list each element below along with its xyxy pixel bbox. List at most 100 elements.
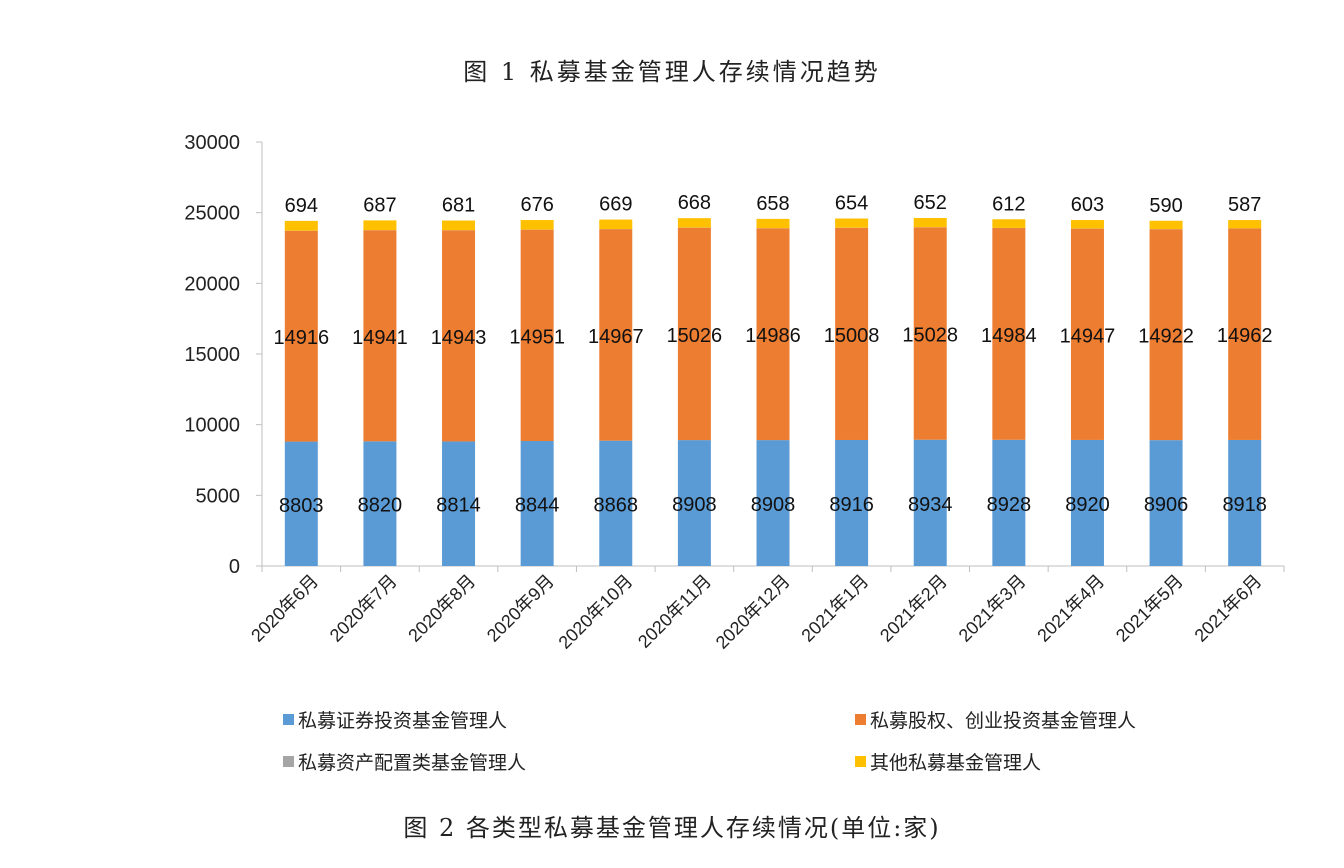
- bar-equity-vc: [284, 230, 318, 442]
- x-tick-label: 2020年8月: [404, 571, 479, 646]
- data-label-securities: 8868: [594, 494, 639, 516]
- data-label-other: 652: [914, 192, 947, 214]
- data-label-securities: 8934: [908, 494, 953, 516]
- data-label-other: 687: [363, 194, 396, 216]
- data-label-other: 681: [442, 195, 475, 217]
- bars-group: [284, 217, 1262, 566]
- data-label-securities: 8820: [358, 495, 403, 517]
- legend-label-equity-vc: 私募股权、创业投资基金管理人: [870, 710, 1137, 732]
- bar-equity-vc: [835, 227, 869, 440]
- data-label-securities: 8916: [829, 494, 874, 516]
- bar-securities: [992, 439, 1026, 566]
- data-label-equity-vc: 14943: [431, 327, 487, 349]
- data-label-equity-vc: 15008: [824, 325, 880, 347]
- legend-label-asset-allocation: 私募资产配置类基金管理人: [298, 752, 527, 774]
- x-tick-label: 2020年12月: [712, 571, 794, 653]
- data-label-equity-vc: 14986: [745, 325, 801, 347]
- y-axis: 0 5000 10000 15000 20000 25000 30000: [184, 132, 263, 578]
- bar-securities: [442, 441, 476, 566]
- bar-equity-vc: [1070, 228, 1104, 440]
- bar-securities: [520, 441, 554, 566]
- data-label-securities: 8928: [987, 494, 1032, 516]
- data-label-equity-vc: 14941: [352, 327, 408, 349]
- bar-other: [1070, 220, 1104, 229]
- data-label-securities: 8918: [1222, 494, 1267, 516]
- bar-securities: [1149, 440, 1183, 566]
- bar-other: [1149, 220, 1183, 230]
- x-tick-label: 2021年3月: [955, 571, 1030, 646]
- bar-equity-vc: [677, 227, 711, 441]
- bar-equity-vc: [442, 230, 476, 442]
- data-label-other: 668: [678, 192, 711, 214]
- bar-other: [1228, 220, 1262, 229]
- legend-item-other: 其他私募基金管理人: [855, 748, 1041, 775]
- data-label-equity-vc: 14967: [588, 326, 644, 348]
- data-label-securities: 8908: [751, 494, 796, 516]
- bar-securities: [599, 440, 633, 566]
- legend-swatch-asset-allocation: [283, 756, 294, 767]
- x-tick-label: 2021年6月: [1191, 571, 1266, 646]
- bar-other: [835, 218, 869, 228]
- data-label-securities: 8920: [1065, 494, 1110, 516]
- data-label-equity-vc: 14962: [1217, 325, 1273, 347]
- data-label-equity-vc: 14951: [509, 326, 565, 348]
- legend-label-securities: 私募证券投资基金管理人: [298, 710, 508, 732]
- bar-securities: [835, 439, 869, 566]
- x-tick-label: 2021年4月: [1033, 571, 1108, 646]
- bar-equity-vc: [599, 229, 633, 441]
- legend-item-asset-allocation: 私募资产配置类基金管理人: [283, 748, 526, 775]
- data-label-securities: 8803: [279, 495, 324, 517]
- bar-other: [992, 219, 1026, 228]
- y-tick-label: 5000: [196, 485, 241, 507]
- data-label-equity-vc: 15026: [667, 325, 723, 347]
- figure-caption-bottom: 图 2 各类型私募基金管理人存续情况(单位:家): [403, 814, 941, 842]
- data-label-other: 603: [1071, 194, 1104, 216]
- legend-item-securities: 私募证券投资基金管理人: [283, 706, 507, 733]
- bar-other: [363, 220, 397, 231]
- bar-equity-vc: [1228, 228, 1262, 440]
- data-label-other: 590: [1149, 195, 1182, 217]
- bar-securities: [913, 439, 947, 566]
- bar-other: [677, 218, 711, 228]
- y-tick-label: 15000: [184, 344, 240, 366]
- y-tick-label: 25000: [184, 203, 240, 225]
- data-label-equity-vc: 14984: [981, 325, 1037, 347]
- bar-securities: [363, 441, 397, 566]
- bar-securities: [1228, 439, 1262, 566]
- figure-caption-top: 图 1 私募基金管理人存续情况趋势: [463, 58, 881, 86]
- bar-equity-vc: [992, 228, 1026, 440]
- bar-equity-vc: [913, 227, 947, 440]
- bar-other: [756, 218, 790, 229]
- data-label-equity-vc: 14916: [273, 327, 329, 349]
- data-label-other: 654: [835, 193, 868, 215]
- data-label-other: 676: [520, 194, 553, 216]
- data-label-other: 587: [1228, 194, 1261, 216]
- x-tick-label: 2021年1月: [797, 571, 872, 646]
- legend-swatch-other: [855, 756, 866, 767]
- data-label-other: 658: [756, 193, 789, 215]
- x-tick-label: 2021年2月: [876, 571, 951, 646]
- bar-securities: [756, 440, 790, 566]
- bar-equity-vc: [1149, 229, 1183, 441]
- bar-equity-vc: [363, 230, 397, 442]
- bar-equity-vc: [756, 228, 790, 441]
- x-tick-label: 2020年10月: [555, 571, 637, 653]
- y-tick-label: 0: [229, 556, 240, 578]
- legend-item-equity-vc: 私募股权、创业投资基金管理人: [855, 706, 1136, 733]
- y-tick-label: 30000: [184, 132, 240, 154]
- x-tick-label: 2020年9月: [483, 571, 558, 646]
- x-tick-label: 2020年11月: [634, 571, 715, 652]
- data-label-other: 612: [992, 193, 1025, 215]
- y-tick-label: 20000: [184, 273, 240, 295]
- bar-securities: [677, 440, 711, 566]
- bar-other: [520, 220, 554, 230]
- data-label-equity-vc: 15028: [902, 325, 958, 347]
- data-label-equity-vc: 14947: [1060, 325, 1116, 347]
- x-axis: 2020年6月 2020年7月 2020年8月 2020年9月2020年10月2020…: [247, 565, 1285, 653]
- bar-other: [599, 219, 633, 230]
- bar-securities: [1070, 439, 1104, 566]
- legend-swatch-equity-vc: [855, 714, 866, 725]
- bar-securities: [284, 441, 318, 566]
- data-label-equity-vc: 14922: [1138, 326, 1194, 348]
